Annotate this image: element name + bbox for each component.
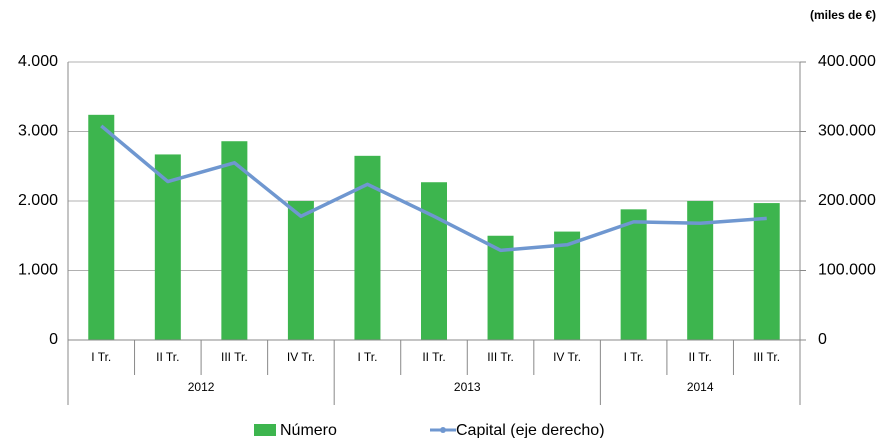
y2-tick-label: 300.000 xyxy=(818,123,876,140)
bar xyxy=(554,231,581,340)
legend-label: Número xyxy=(280,422,337,438)
y2-tick-label: 0 xyxy=(818,331,827,348)
x-tick-label: II Tr. xyxy=(422,350,445,364)
y-tick-label: 1.000 xyxy=(18,262,58,279)
bar xyxy=(221,141,248,340)
legend-marker xyxy=(440,427,446,433)
x-tick-label: II Tr. xyxy=(689,350,712,364)
x-tick-label: I Tr. xyxy=(357,350,377,364)
x-tick-label: III Tr. xyxy=(487,350,514,364)
y2-tick-label: 400.000 xyxy=(818,53,876,70)
bar xyxy=(620,209,647,340)
bar xyxy=(354,155,381,340)
bar xyxy=(287,201,314,340)
bar xyxy=(154,154,181,340)
y-tick-label: 0 xyxy=(49,331,58,348)
x-tick-label: II Tr. xyxy=(156,350,179,364)
y2-tick-label: 100.000 xyxy=(818,262,876,279)
x-tick-label: IV Tr. xyxy=(287,350,315,364)
group-label: 2014 xyxy=(687,380,714,394)
x-tick-label: III Tr. xyxy=(753,350,780,364)
y-tick-label: 3.000 xyxy=(18,123,58,140)
group-label: 2012 xyxy=(188,380,215,394)
y-tick-label: 4.000 xyxy=(18,53,58,70)
y-tick-label: 2.000 xyxy=(18,192,58,209)
line xyxy=(100,124,767,253)
bar xyxy=(487,235,514,340)
x-tick-label: I Tr. xyxy=(91,350,111,364)
legend-label: Capital (eje derecho) xyxy=(456,422,605,438)
legend-swatch xyxy=(254,424,276,436)
bar xyxy=(753,203,780,340)
x-tick-label: IV Tr. xyxy=(553,350,581,364)
y2-tick-label: 200.000 xyxy=(818,192,876,209)
bar xyxy=(421,182,447,340)
x-tick-label: III Tr. xyxy=(221,350,248,364)
x-tick-label: I Tr. xyxy=(624,350,644,364)
bar xyxy=(88,114,115,340)
unit-label: (miles de €) xyxy=(810,8,876,22)
group-label: 2013 xyxy=(454,380,481,394)
